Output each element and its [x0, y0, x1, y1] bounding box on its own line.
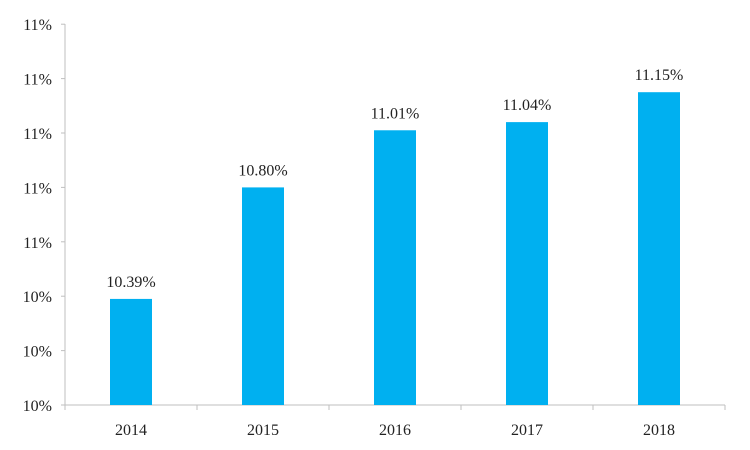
data-label-2016: 11.01%: [371, 105, 420, 122]
bar-2017: [506, 122, 548, 406]
data-label-2015: 10.80%: [238, 162, 287, 179]
y-tick-label: 11%: [23, 17, 52, 34]
x-tick-label: 2015: [247, 422, 279, 439]
x-tick-label: 2017: [511, 422, 543, 439]
x-axis: 2014 2015 2016 2017 2018: [64, 404, 726, 439]
y-tick-label: 11%: [23, 72, 52, 89]
bar-2018: [638, 92, 680, 405]
data-labels: 10.39% 10.80% 11.01% 11.04% 11.15%: [106, 67, 683, 291]
bars: [110, 92, 680, 406]
y-tick-label: 11%: [23, 180, 52, 197]
x-tick-label: 2016: [379, 422, 411, 439]
x-tick-label: 2018: [643, 422, 675, 439]
y-tick-label: 10%: [23, 398, 52, 415]
bar-2015: [242, 187, 284, 405]
data-label-2017: 11.04%: [503, 97, 552, 114]
data-label-2018: 11.15%: [635, 67, 684, 84]
bar-2016: [374, 130, 416, 405]
data-label-2014: 10.39%: [106, 274, 155, 291]
y-tick-label: 10%: [23, 344, 52, 361]
y-tick-label: 11%: [23, 235, 52, 252]
y-tick-label: 10%: [23, 289, 52, 306]
y-axis: 10% 10% 10% 11% 11% 11% 11% 11%: [23, 17, 66, 415]
x-tick-label: 2014: [115, 422, 147, 439]
y-tick-label: 11%: [23, 126, 52, 143]
bar-2014: [110, 298, 152, 405]
